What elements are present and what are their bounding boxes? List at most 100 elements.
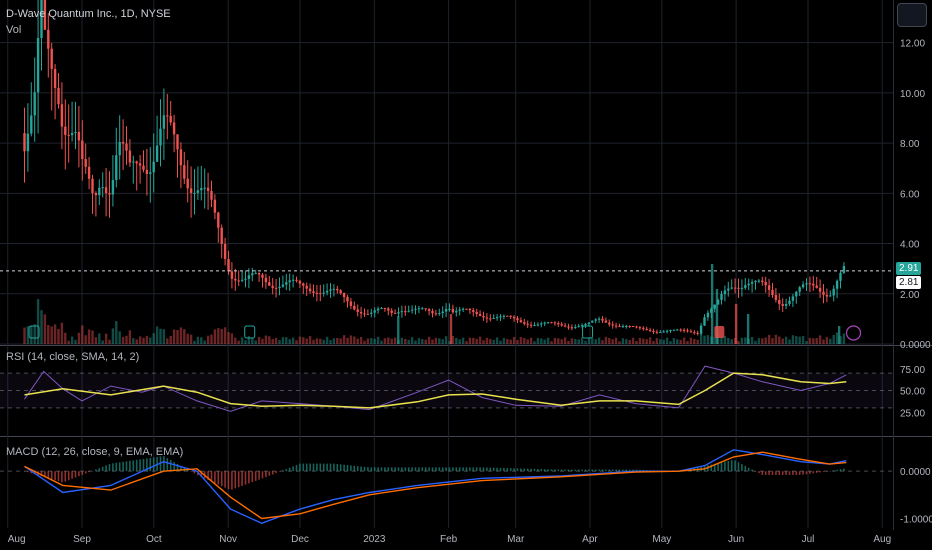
- volume-bar: [795, 336, 798, 344]
- volume-bar: [414, 340, 417, 344]
- macd-histogram-bar: [118, 462, 121, 472]
- candle-body: [339, 290, 342, 294]
- volume-bar: [339, 338, 342, 344]
- macd-histogram-bar: [795, 471, 798, 475]
- candle-body: [342, 293, 346, 297]
- candle-body: [380, 307, 383, 309]
- candle-body: [387, 308, 390, 311]
- candle-body: [179, 149, 183, 166]
- candle-body: [818, 287, 822, 292]
- candle-body: [842, 266, 846, 273]
- candle-body: [305, 285, 308, 289]
- volume-bar: [533, 341, 536, 344]
- volume-bar: [281, 337, 285, 344]
- volume-bar: [421, 339, 424, 344]
- candle-body: [682, 329, 686, 331]
- volume-bar: [788, 339, 791, 344]
- macd-histogram-bar: [105, 465, 107, 472]
- volume-bar: [835, 332, 839, 344]
- macd-line: [24, 449, 847, 525]
- macd-histogram-bar: [618, 469, 621, 472]
- volume-bar: [638, 337, 642, 344]
- candle-body: [302, 283, 305, 286]
- volume-bar: [625, 339, 628, 344]
- earnings-marker: [28, 325, 40, 339]
- volume-bar: [295, 340, 298, 344]
- macd-histogram-bar: [309, 463, 311, 472]
- candle-body: [421, 308, 424, 310]
- candle-body: [478, 314, 482, 316]
- volume-bar: [546, 337, 550, 344]
- volume-bar: [842, 333, 846, 344]
- candle-body: [540, 323, 543, 325]
- macd-legend: MACD (12, 26, close, 9, EMA, EMA): [6, 446, 184, 458]
- macd-histogram-bar: [639, 469, 641, 472]
- candle-body: [638, 327, 642, 329]
- volume-bar: [179, 327, 183, 344]
- time-tick-label: Aug: [8, 534, 26, 545]
- volume-bar: [23, 327, 26, 344]
- candle-body: [295, 279, 298, 281]
- price-tick-label: 2.00: [900, 290, 920, 301]
- candle-body: [784, 303, 788, 306]
- time-tick-label: Jul: [802, 534, 815, 545]
- rsi-tick-label: 25.00: [900, 408, 925, 419]
- volume-bar: [550, 341, 553, 344]
- macd-tick-label: 0.0000: [900, 467, 931, 478]
- candle-body: [363, 313, 366, 315]
- volume-bar: [77, 332, 81, 344]
- candle-body: [427, 309, 431, 311]
- macd-histogram-bar: [520, 468, 522, 472]
- candle-body: [444, 309, 448, 312]
- volume-bar: [53, 324, 57, 344]
- volume-bar: [353, 336, 356, 344]
- macd-histogram-bar: [50, 471, 53, 480]
- macd-histogram-bar: [343, 464, 345, 472]
- candle-body: [778, 299, 781, 305]
- candle-body: [397, 312, 400, 314]
- volume-bar: [268, 336, 271, 344]
- candle-body: [319, 293, 322, 295]
- volume-bar: [737, 341, 740, 344]
- volume-bar: [672, 338, 676, 344]
- candle-body: [451, 308, 455, 313]
- volume-bar: [706, 335, 710, 344]
- volume-bar: [434, 337, 438, 344]
- time-tick-label: Nov: [219, 534, 237, 545]
- macd-histogram-bar: [261, 471, 264, 479]
- candle-body: [587, 322, 591, 324]
- volume-bar: [482, 340, 485, 344]
- macd-histogram-bar: [632, 469, 634, 472]
- candle-body: [730, 287, 733, 289]
- candle-body: [155, 145, 159, 162]
- volume-bar: [40, 310, 43, 344]
- time-tick-label: Oct: [146, 534, 162, 545]
- volume-bar: [342, 335, 346, 344]
- candle-body: [825, 294, 829, 297]
- macd-histogram-bar: [44, 471, 46, 478]
- candle-body: [543, 322, 546, 324]
- candle-body: [502, 315, 506, 317]
- candle-body: [774, 294, 778, 300]
- volume-bar: [492, 339, 495, 344]
- volume-bar: [376, 336, 380, 344]
- volume-bar: [543, 339, 546, 344]
- volume-bar: [336, 337, 339, 344]
- candle-body: [400, 311, 404, 313]
- macd-histogram-bar: [832, 470, 835, 472]
- macd-histogram-bar: [98, 468, 101, 472]
- candle-body: [356, 309, 359, 312]
- candle-body: [169, 115, 172, 123]
- macd-histogram-bar: [839, 469, 842, 472]
- chart-menu-button[interactable]: [897, 3, 927, 27]
- candle-body: [322, 292, 325, 294]
- candle-body: [234, 278, 237, 281]
- candle-body: [434, 313, 438, 315]
- volume-bar: [186, 333, 189, 344]
- volume-bar: [526, 339, 529, 344]
- volume-bar: [767, 334, 771, 344]
- volume-bar: [162, 329, 166, 344]
- candle-body: [84, 159, 87, 167]
- macd-histogram-bar: [387, 467, 390, 472]
